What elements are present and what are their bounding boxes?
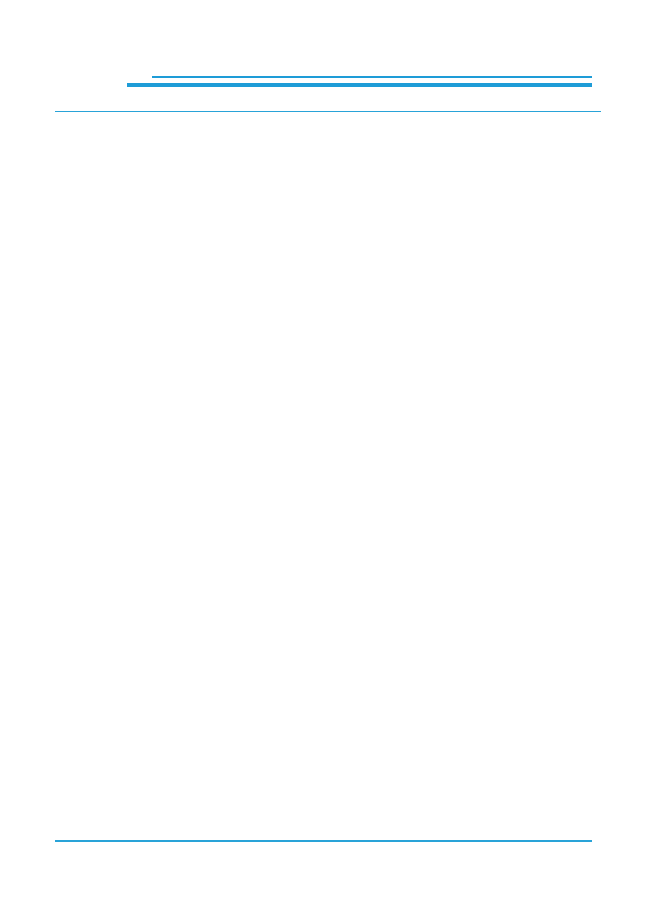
figure-3-chart: [74, 412, 374, 562]
figure-2-title: [352, 158, 620, 192]
figure-6-title: [352, 586, 620, 620]
header-rule-thin: [152, 76, 592, 78]
figure-5: [74, 586, 342, 772]
figure-2-chart: [352, 194, 649, 344]
figure-5-chart: [74, 622, 374, 772]
figure-1-title: [74, 158, 342, 192]
footer-rule: [55, 840, 592, 842]
header-rule-thick: [127, 83, 592, 87]
section-heading: [55, 108, 601, 112]
figure-4-title: [352, 376, 620, 410]
figure-4-chart: [352, 412, 649, 562]
figure-1: [74, 158, 342, 344]
figure-5-title: [74, 586, 342, 620]
figure-6: [352, 586, 620, 772]
figure-4: [352, 376, 620, 562]
figure-3-title: [74, 376, 342, 410]
figure-3: [74, 376, 342, 562]
figure-1-chart: [74, 194, 374, 344]
figure-2: [352, 158, 620, 344]
figure-6-chart: [352, 622, 649, 772]
